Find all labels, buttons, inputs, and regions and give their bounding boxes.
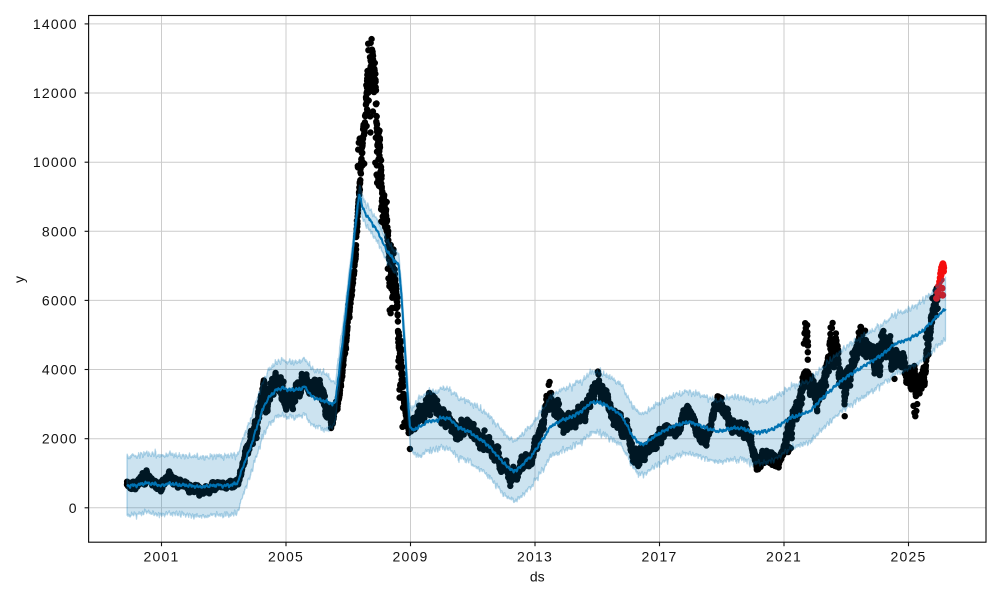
svg-text:2001: 2001	[144, 549, 180, 565]
svg-text:y: y	[11, 276, 27, 283]
svg-text:2013: 2013	[517, 549, 553, 565]
svg-text:4000: 4000	[42, 362, 78, 378]
svg-text:ds: ds	[530, 568, 545, 584]
svg-text:8000: 8000	[42, 223, 78, 239]
svg-text:2005: 2005	[268, 549, 304, 565]
svg-text:2000: 2000	[42, 431, 78, 447]
svg-text:2009: 2009	[393, 549, 429, 565]
svg-text:12000: 12000	[33, 85, 78, 101]
svg-text:10000: 10000	[33, 154, 78, 170]
svg-text:6000: 6000	[42, 292, 78, 308]
svg-text:2017: 2017	[642, 549, 678, 565]
svg-text:0: 0	[69, 500, 78, 516]
svg-text:2025: 2025	[891, 549, 927, 565]
svg-text:2021: 2021	[766, 549, 802, 565]
svg-text:14000: 14000	[33, 16, 78, 32]
